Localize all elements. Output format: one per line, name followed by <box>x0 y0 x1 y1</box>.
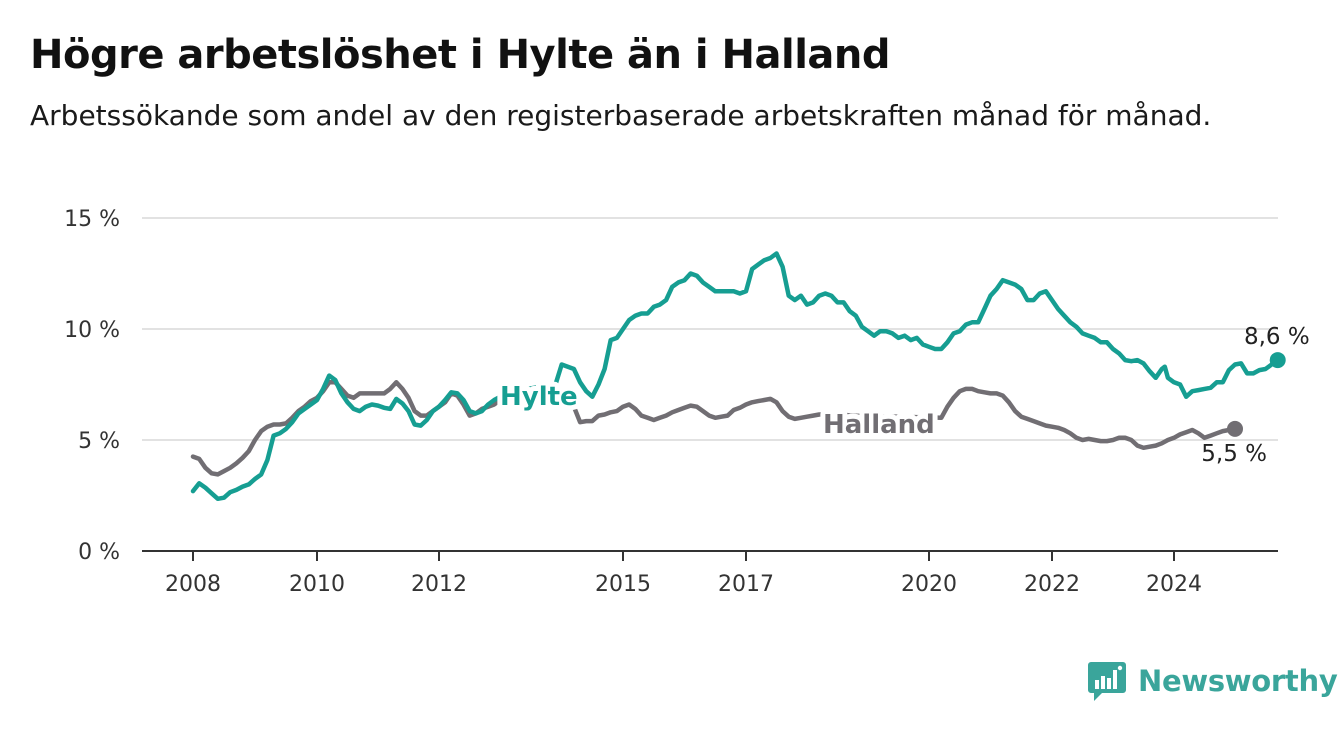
x-tick-label: 2022 <box>1024 572 1080 597</box>
y-tick-label: 15 % <box>64 207 120 232</box>
end-marker-halland <box>1227 420 1243 437</box>
x-tick-label: 2020 <box>901 572 957 597</box>
newsworthy-logo: Newsworthy <box>1088 660 1338 702</box>
x-tick-label: 2015 <box>595 572 651 597</box>
gridlines <box>142 217 1278 552</box>
series-label-hylte: Hylte <box>500 382 578 412</box>
end-label-halland: 5,5 % <box>1201 441 1267 467</box>
series-label-halo: Hylte <box>500 382 578 412</box>
x-axis-ticks: 2008 2010 2012 2015 2017 2020 2022 2024 <box>165 551 1202 597</box>
x-tick-label: 2010 <box>289 572 345 597</box>
x-tick-label: 2017 <box>718 572 774 597</box>
chart-subtitle: Arbetssökande som andel av den registerb… <box>30 99 1212 132</box>
x-tick-label: 2024 <box>1146 572 1202 597</box>
end-marker-hylte <box>1269 352 1286 369</box>
series-label-halland: Halland <box>823 410 935 440</box>
y-axis-ticks: 0 % 5 % 10 % 15 % <box>64 207 120 565</box>
chart-title: Högre arbetslöshet i Hylte än i Halland <box>30 32 891 78</box>
x-tick-label: 2008 <box>165 572 221 597</box>
x-tick-label: 2012 <box>411 572 467 597</box>
bar-chart-icon <box>1088 662 1126 701</box>
series-lines <box>190 251 1280 502</box>
end-label-hylte: 8,6 % <box>1244 324 1310 350</box>
y-tick-label: 10 % <box>64 318 120 343</box>
series-label-halo: Halland <box>823 410 935 440</box>
y-tick-label: 5 % <box>78 429 120 454</box>
series-line-hylte <box>190 251 1280 502</box>
brand-name: Newsworthy <box>1138 664 1338 698</box>
series-line-halland <box>190 380 1238 477</box>
y-tick-label: 0 % <box>78 540 120 565</box>
